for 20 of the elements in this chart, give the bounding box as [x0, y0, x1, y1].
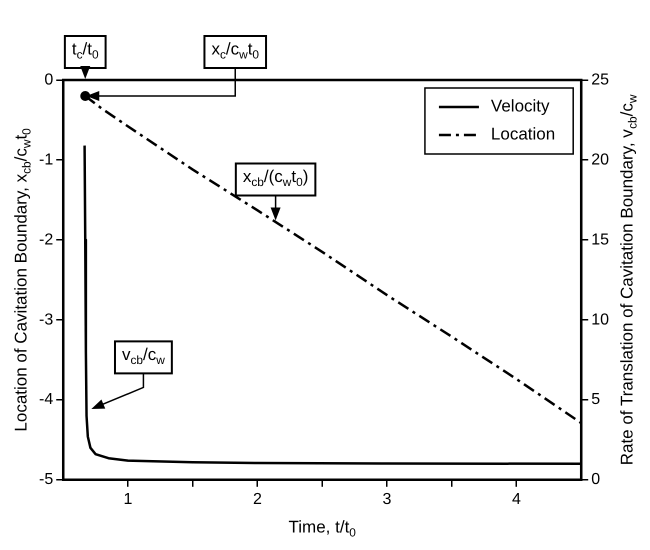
y2-tick-label: 15	[591, 231, 610, 248]
legend-label: Velocity	[490, 96, 550, 116]
y2-tick-label: 25	[591, 71, 610, 88]
y2-tick-label: 10	[591, 311, 610, 328]
y-tick-label: -3	[38, 311, 54, 328]
y-tick-label: -5	[38, 471, 54, 488]
y-tick-label: -1	[38, 151, 54, 168]
x-tick-label: 4	[512, 490, 522, 508]
y-tick-label: -4	[38, 391, 54, 408]
y2-tick-label: 0	[591, 471, 600, 488]
y-tick-label: 0	[44, 71, 54, 88]
y-axis-title: Location of Cavitation Boundary, xcb/cwt0	[12, 128, 34, 432]
y2-tick-label: 5	[591, 391, 600, 408]
legend-label: Location	[490, 124, 556, 144]
x-tick-label: 3	[382, 490, 392, 508]
x-tick-label: 2	[253, 490, 262, 508]
x-tick-label: 1	[124, 490, 133, 508]
y2-axis-title: Rate of Translation of Cavitation Boundary, vcb/cw	[618, 94, 640, 466]
y2-tick-label: 20	[591, 151, 610, 168]
y-tick-label: -2	[38, 231, 54, 248]
